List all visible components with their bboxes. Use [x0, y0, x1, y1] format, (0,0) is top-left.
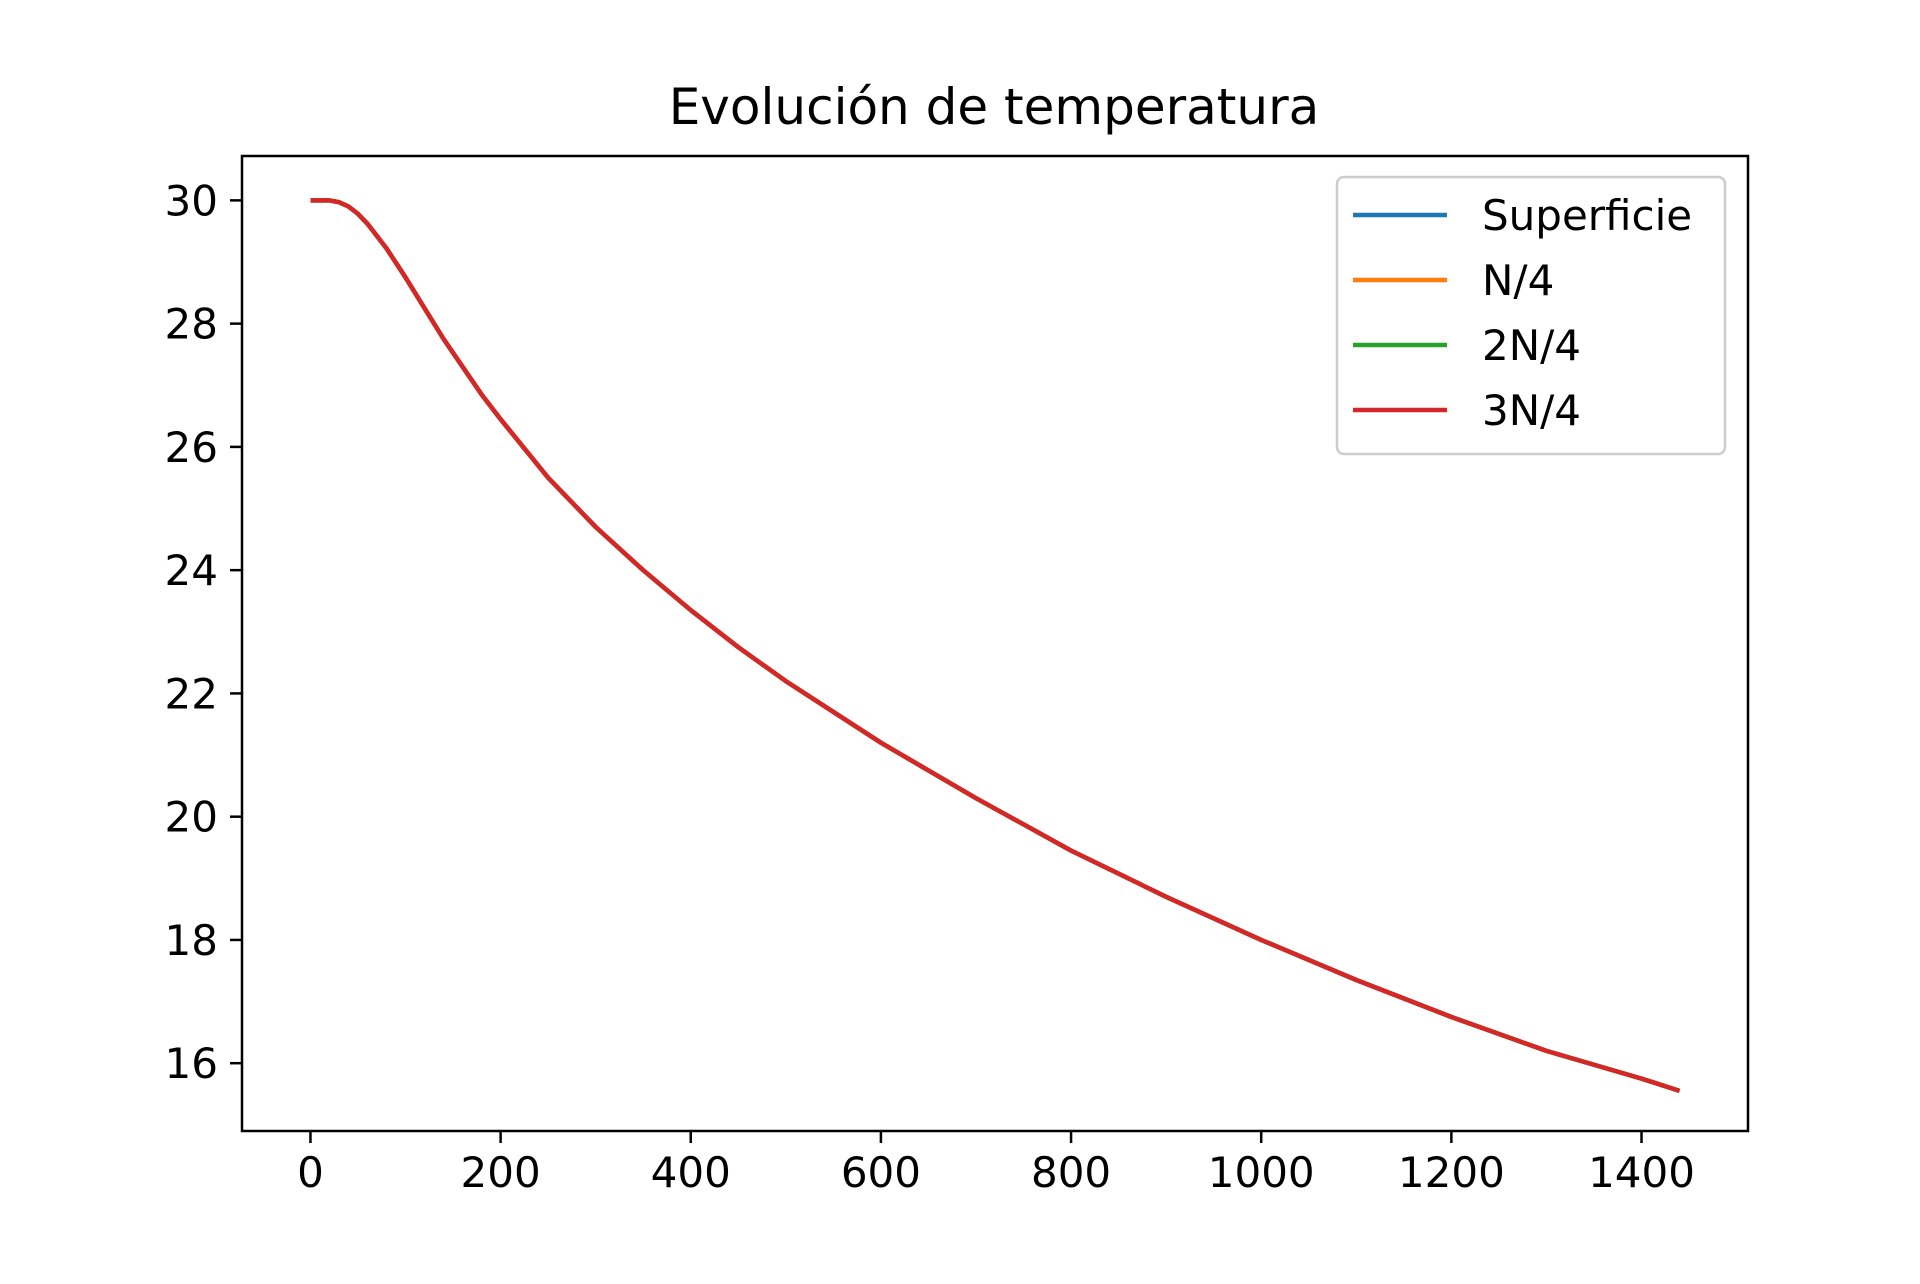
legend-label-1: N/4 — [1482, 256, 1554, 305]
x-tick-label: 0 — [297, 1148, 324, 1197]
legend: Superficie N/4 2N/4 3N/4 — [1335, 175, 1727, 456]
y-tick-label: 18 — [165, 916, 218, 965]
x-tick-label: 1200 — [1398, 1148, 1505, 1197]
x-tick-label: 1000 — [1208, 1148, 1315, 1197]
series-lines — [310, 198, 1681, 1094]
legend-label-2: 2N/4 — [1482, 321, 1581, 370]
legend-box — [1335, 175, 1727, 456]
x-tick-label: 400 — [651, 1148, 731, 1197]
x-tick-label: 600 — [841, 1148, 921, 1197]
y-tick-label: 26 — [165, 423, 218, 472]
y-tick-label: 30 — [165, 176, 218, 225]
y-tick-label: 28 — [165, 300, 218, 349]
chart-title: Evolución de temperatura — [669, 78, 1320, 136]
y-tick-label: 22 — [165, 669, 218, 718]
legend-label-0: Superficie — [1482, 191, 1692, 240]
y-tick-label: 20 — [165, 793, 218, 842]
y-tick-label: 16 — [165, 1039, 218, 1088]
y-tick-label: 24 — [165, 546, 218, 595]
y-axis-ticks: 16 18 20 22 24 26 28 30 — [165, 176, 242, 1088]
x-tick-label: 800 — [1031, 1148, 1111, 1197]
series-line-3 — [310, 198, 1681, 1094]
plot-frame — [240, 154, 1750, 1133]
x-tick-label: 1400 — [1588, 1148, 1695, 1197]
x-axis-ticks: 0 200 400 600 800 1000 1200 1400 — [297, 1131, 1695, 1197]
x-tick-label: 200 — [461, 1148, 541, 1197]
legend-label-3: 3N/4 — [1482, 386, 1581, 435]
